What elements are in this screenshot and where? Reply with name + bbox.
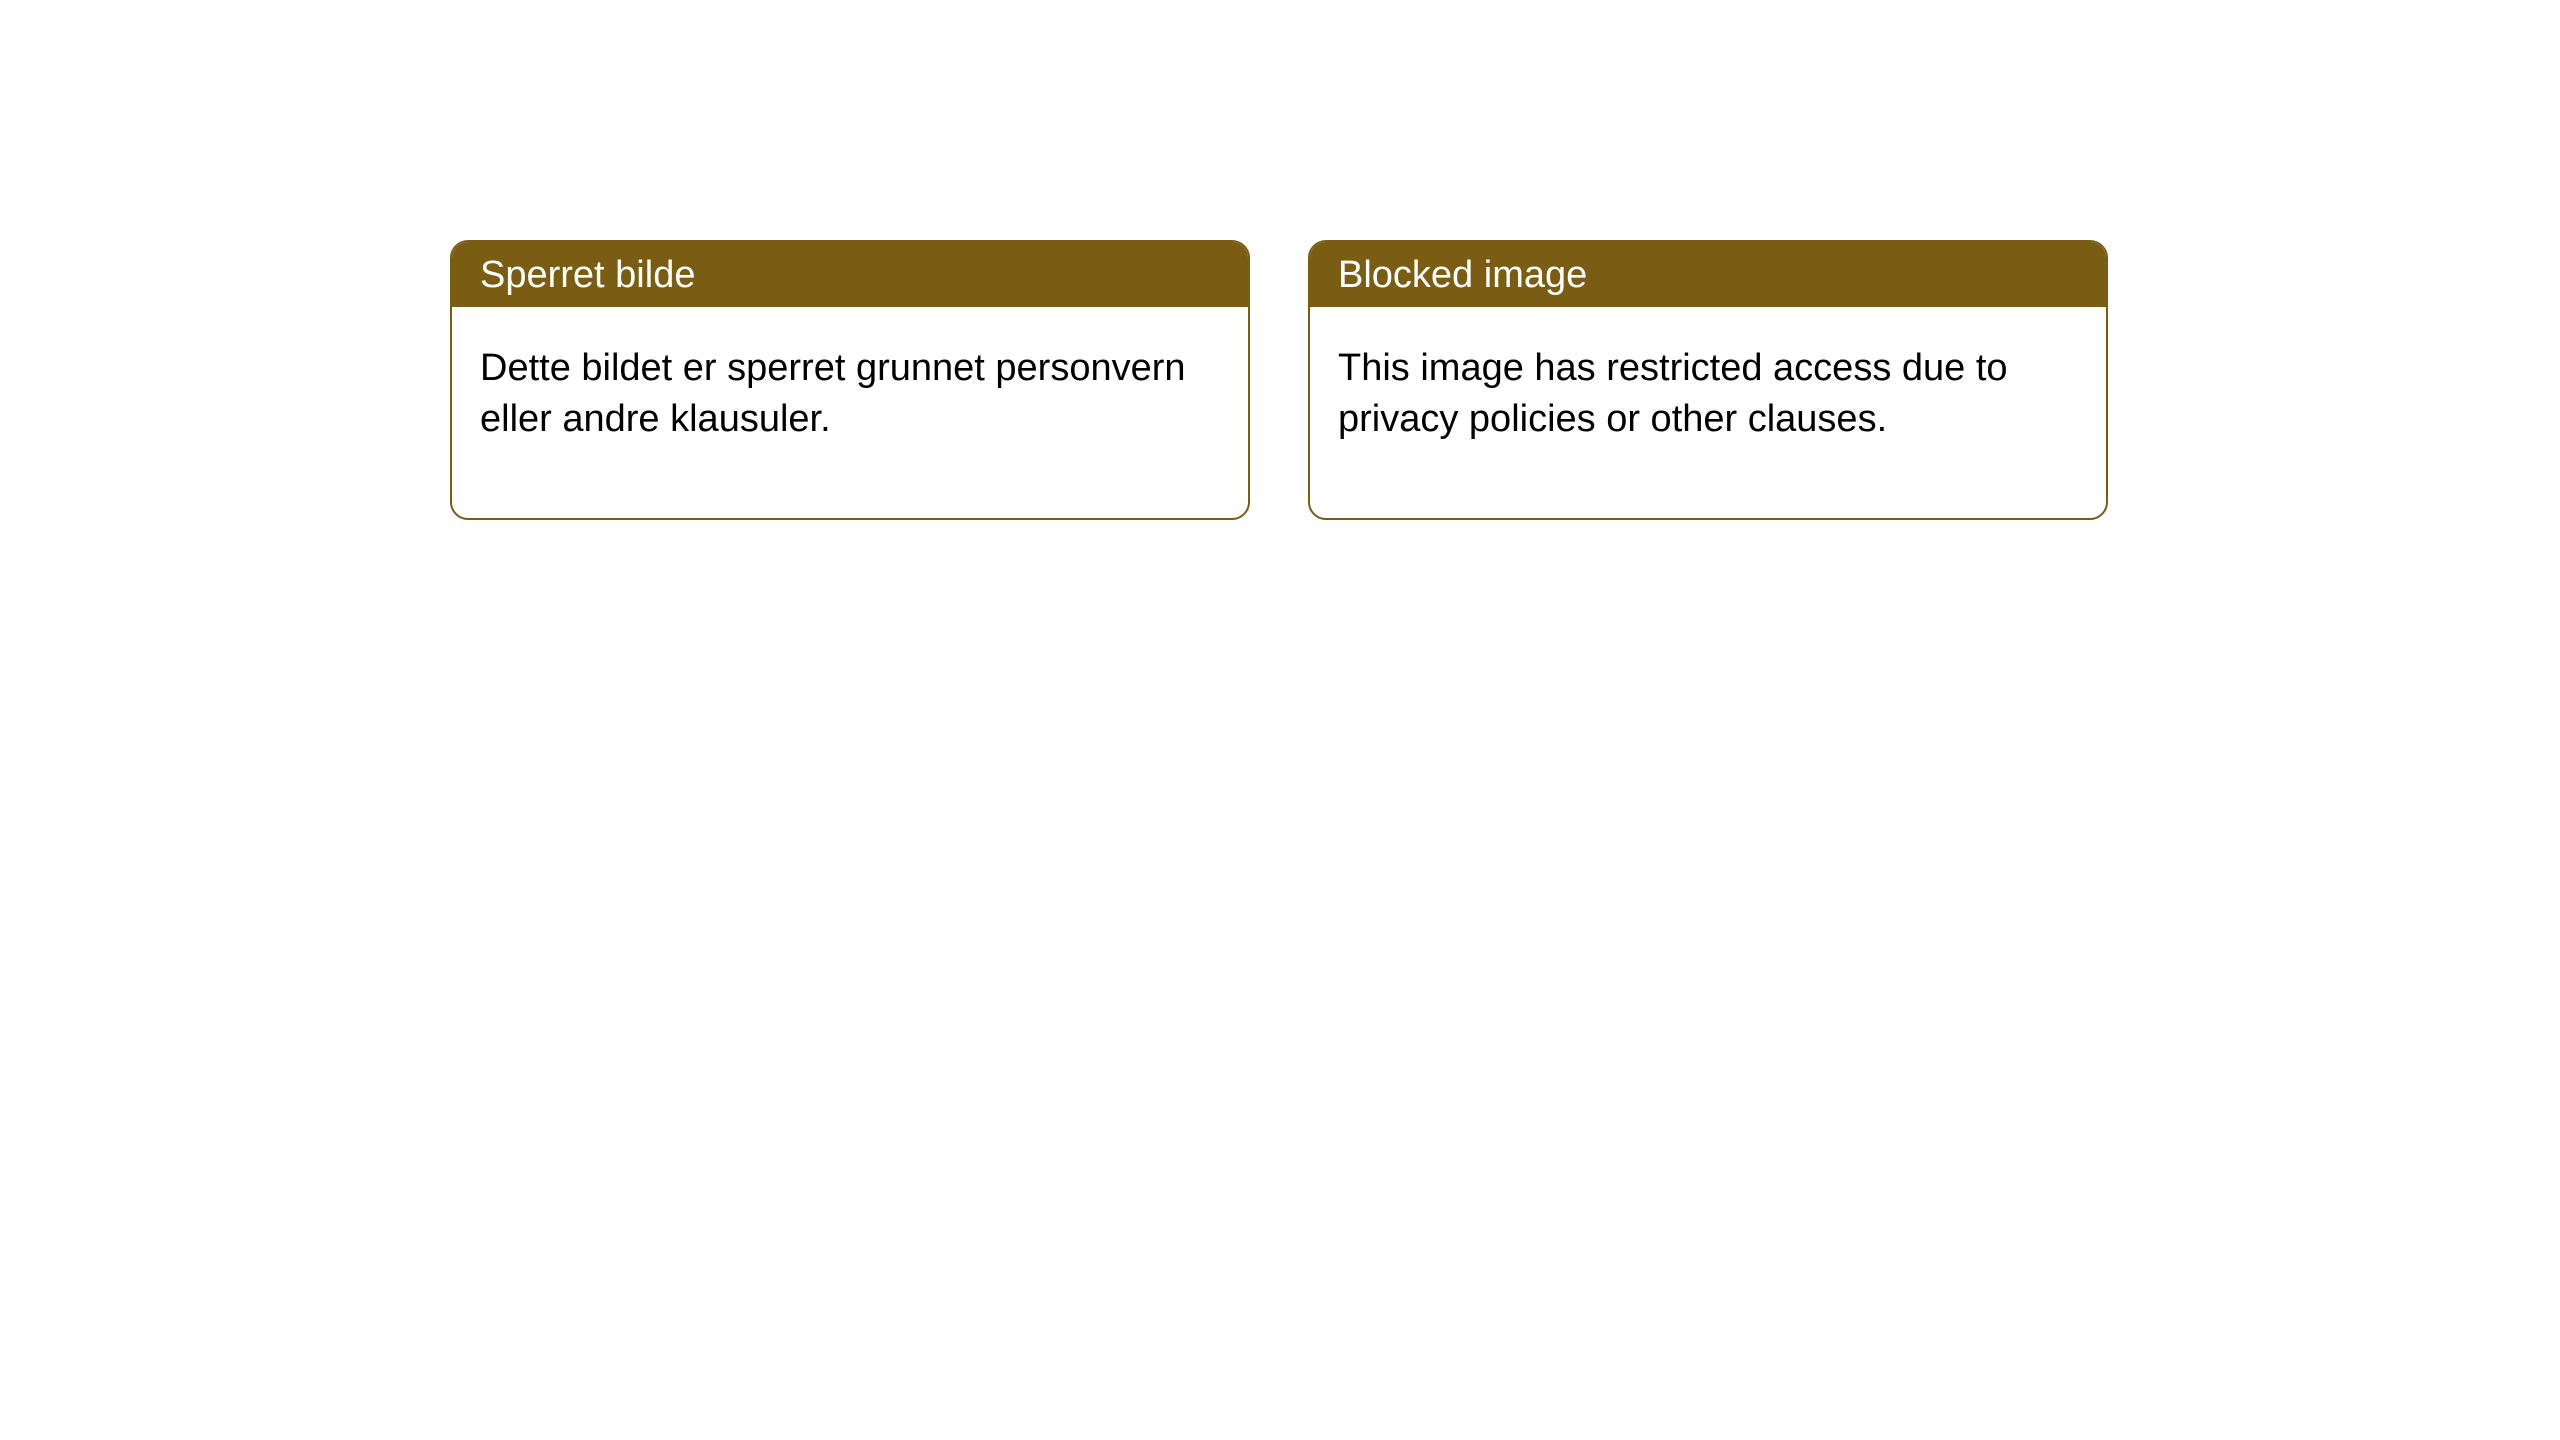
notice-body: This image has restricted access due to … (1310, 307, 2106, 518)
notice-container: Sperret bilde Dette bildet er sperret gr… (450, 240, 2560, 520)
notice-card-norwegian: Sperret bilde Dette bildet er sperret gr… (450, 240, 1250, 520)
notice-body: Dette bildet er sperret grunnet personve… (452, 307, 1248, 518)
notice-header: Sperret bilde (452, 242, 1248, 307)
notice-card-english: Blocked image This image has restricted … (1308, 240, 2108, 520)
notice-header: Blocked image (1310, 242, 2106, 307)
